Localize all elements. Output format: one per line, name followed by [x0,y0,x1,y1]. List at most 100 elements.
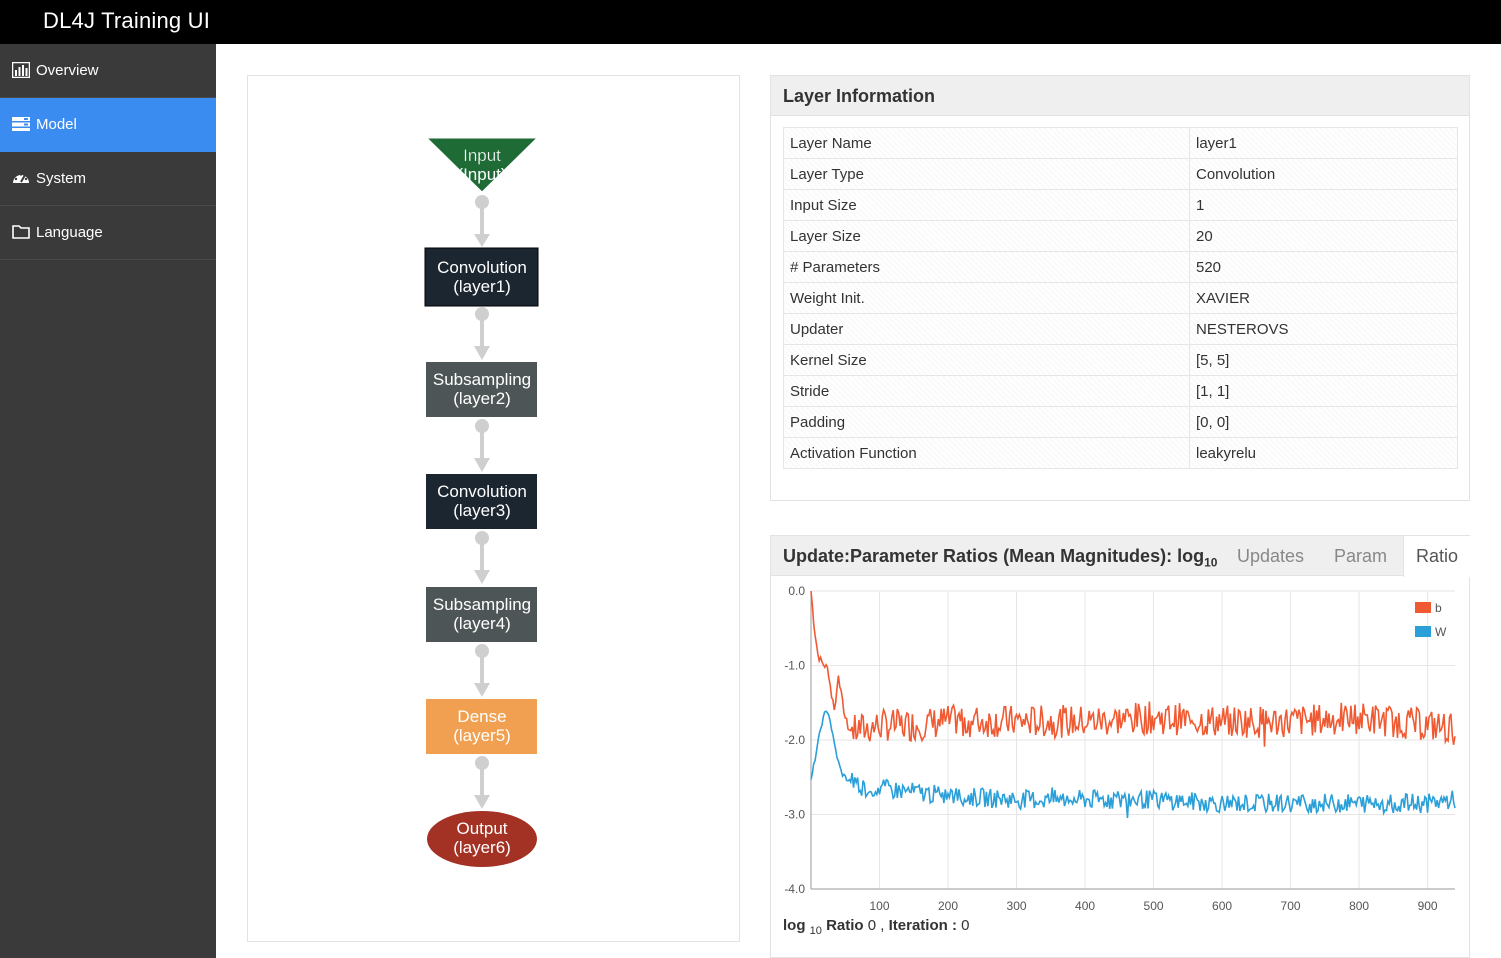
row-key: Activation Function [783,437,1190,469]
sidebar-item-label: Language [36,224,103,241]
legend-label: W [1435,625,1447,639]
node-label: Dense [457,707,506,726]
graph-edge [474,644,490,697]
panel-title: Layer Information [783,86,936,106]
row-value: [5, 5] [1189,344,1458,376]
sidebar-item-label: Model [36,116,77,133]
row-key: Layer Name [783,127,1190,159]
x-tick-label: 900 [1418,899,1438,913]
graph-node-input[interactable]: Input (Input) [425,137,539,193]
readout-label2: Ratio [826,917,864,934]
x-tick-label: 600 [1212,899,1232,913]
bar-chart-icon [12,62,30,78]
row-key: Stride [783,375,1190,407]
node-label: Convolution [437,482,527,501]
row-key: # Parameters [783,251,1190,283]
chart-title-main: Update:Parameter Ratios (Mean Magnitudes… [783,546,1205,566]
row-value: [1, 1] [1189,375,1458,407]
chart-readout: log 10 Ratio 0 , Iteration : 0 [783,917,969,937]
row-value: [0, 0] [1189,406,1458,438]
row-key: Updater [783,313,1190,345]
row-value: XAVIER [1189,282,1458,314]
table-row: Input Size 1 [783,189,1458,221]
graph-node-layer2[interactable]: Subsampling (layer2) [426,362,537,417]
graph-edge [474,195,490,247]
row-key: Kernel Size [783,344,1190,376]
sidebar-item-system[interactable]: System [0,152,216,206]
readout-ratio-value: 0 [867,917,877,934]
node-label: Convolution [437,258,527,277]
graph-edge [474,419,490,472]
model-graph: Input (Input) Convolution (layer1) Subsa… [424,137,539,867]
layers-icon [12,117,30,131]
series-line-b [810,591,1456,747]
table-row: Padding [0, 0] [783,406,1458,438]
row-key: Input Size [783,189,1190,221]
row-key: Layer Type [783,158,1190,190]
graph-edges [474,195,490,809]
legend-swatch [1415,602,1431,613]
graph-node-layer1[interactable]: Convolution (layer1) [424,247,539,307]
top-bar: DL4J Training UI [0,0,1501,44]
node-label: Output [456,819,507,838]
model-graph-panel: Input (Input) Convolution (layer1) Subsa… [247,75,740,942]
y-tick-label: -4.0 [784,882,805,896]
sidebar-item-label: System [36,170,87,187]
panel-header: Update:Parameter Ratios (Mean Magnitudes… [771,536,1471,577]
row-value: Convolution [1189,158,1458,190]
table-row: Layer Size 20 [783,220,1458,252]
graph-edge [474,756,490,809]
legend-swatch [1415,626,1431,637]
y-tick-label: 0.0 [788,584,805,598]
readout-iteration-label: Iteration : [888,917,957,934]
node-label: Input [463,146,501,165]
sidebar: Overview Model System Language [0,44,216,958]
x-tick-label: 100 [869,899,889,913]
node-label: Subsampling [433,595,531,614]
y-tick-label: -1.0 [784,659,805,673]
row-value: 1 [1189,189,1458,221]
sidebar-item-language[interactable]: Language [0,206,216,260]
ratio-chart-panel: Update:Parameter Ratios (Mean Magnitudes… [770,535,1471,958]
row-value: 20 [1189,220,1458,252]
y-tick-label: -2.0 [784,733,805,747]
app-title[interactable]: DL4J Training UI [43,8,211,33]
node-sublabel: (layer1) [453,277,511,296]
table-row: # Parameters 520 [783,251,1458,283]
node-sublabel: (Input) [457,165,506,184]
row-key: Weight Init. [783,282,1190,314]
graph-node-layer5[interactable]: Dense (layer5) [426,699,537,754]
folder-icon [12,225,30,239]
node-sublabel: (layer3) [453,501,511,520]
sidebar-item-model[interactable]: Model [0,98,216,152]
graph-node-layer4[interactable]: Subsampling (layer4) [426,587,537,642]
panel-header: Layer Information [771,76,1469,116]
readout-separator: , [880,917,885,934]
tab-updates[interactable]: Updates [1237,546,1305,566]
graph-edge [474,307,490,360]
readout-label: log [783,917,806,934]
node-label: Subsampling [433,370,531,389]
tab-param[interactable]: Param [1334,546,1388,566]
row-value: layer1 [1189,127,1458,159]
chart-title: Update:Parameter Ratios (Mean Magnitudes… [783,546,1217,570]
node-sublabel: (layer2) [453,389,511,408]
x-tick-label: 800 [1349,899,1369,913]
row-key: Layer Size [783,220,1190,252]
graph-node-layer3[interactable]: Convolution (layer3) [426,474,537,529]
ratio-chart[interactable]: 0.0 -1.0 -2.0 -3.0 -4.0 100 200 300 400 500 600 700… [771,536,1471,916]
row-key: Padding [783,406,1190,438]
x-tick-label: 700 [1281,899,1301,913]
readout-iteration-value: 0 [961,917,970,934]
node-sublabel: (layer6) [453,838,511,857]
row-value: NESTEROVS [1189,313,1458,345]
tab-ratio[interactable]: Ratio [1403,536,1471,577]
row-value: 520 [1189,251,1458,283]
table-row: Layer Name layer1 [783,127,1458,159]
graph-edge [474,531,490,584]
graph-node-layer6[interactable]: Output (layer6) [427,811,537,867]
x-tick-label: 200 [938,899,958,913]
x-tick-label: 400 [1075,899,1095,913]
sidebar-item-overview[interactable]: Overview [0,44,216,98]
table-row: Layer Type Convolution [783,158,1458,190]
